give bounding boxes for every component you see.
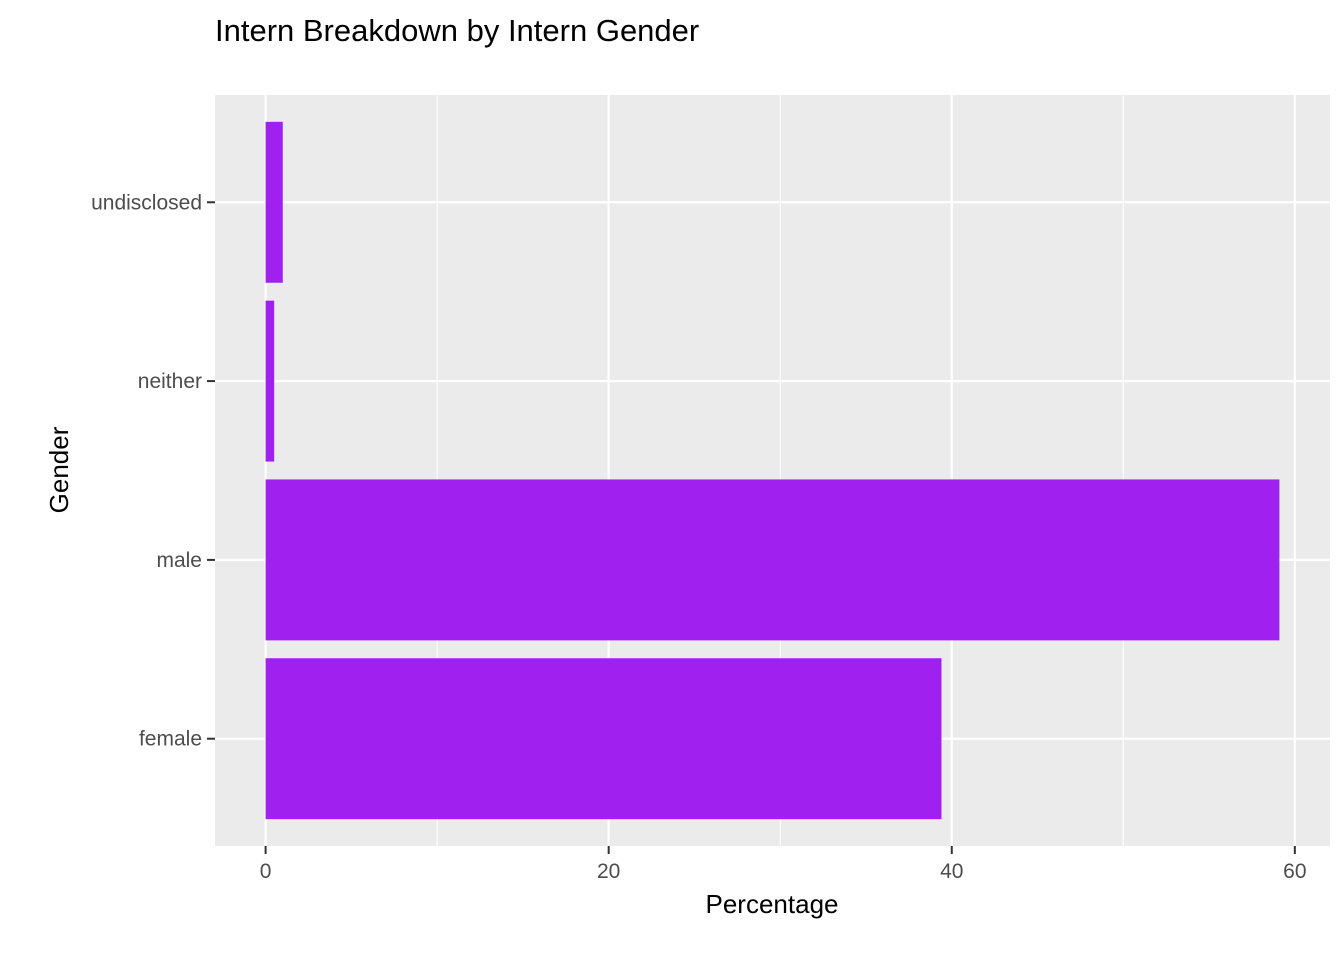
y-tick-label: female [139, 728, 202, 751]
y-tick-label: male [156, 549, 202, 572]
x-axis-title: Percentage [706, 889, 839, 919]
bar-undisclosed [265, 121, 283, 283]
y-tick-label: undisclosed [91, 191, 202, 214]
x-tick-label: 40 [940, 860, 963, 883]
x-axis: 0 20 40 60 [260, 846, 1307, 883]
bar-male [265, 479, 1280, 641]
y-axis: female male neither undisclosed [91, 191, 215, 751]
x-tick-label: 20 [597, 860, 620, 883]
y-tick-label: neither [138, 370, 202, 393]
bars [265, 121, 1280, 820]
x-tick-label: 60 [1283, 860, 1306, 883]
chart-title: Intern Breakdown by Intern Gender [215, 13, 699, 48]
x-tick-label: 0 [260, 860, 272, 883]
y-axis-title: Gender [44, 426, 74, 513]
bar-female [265, 658, 942, 820]
bar-neither [265, 300, 275, 462]
